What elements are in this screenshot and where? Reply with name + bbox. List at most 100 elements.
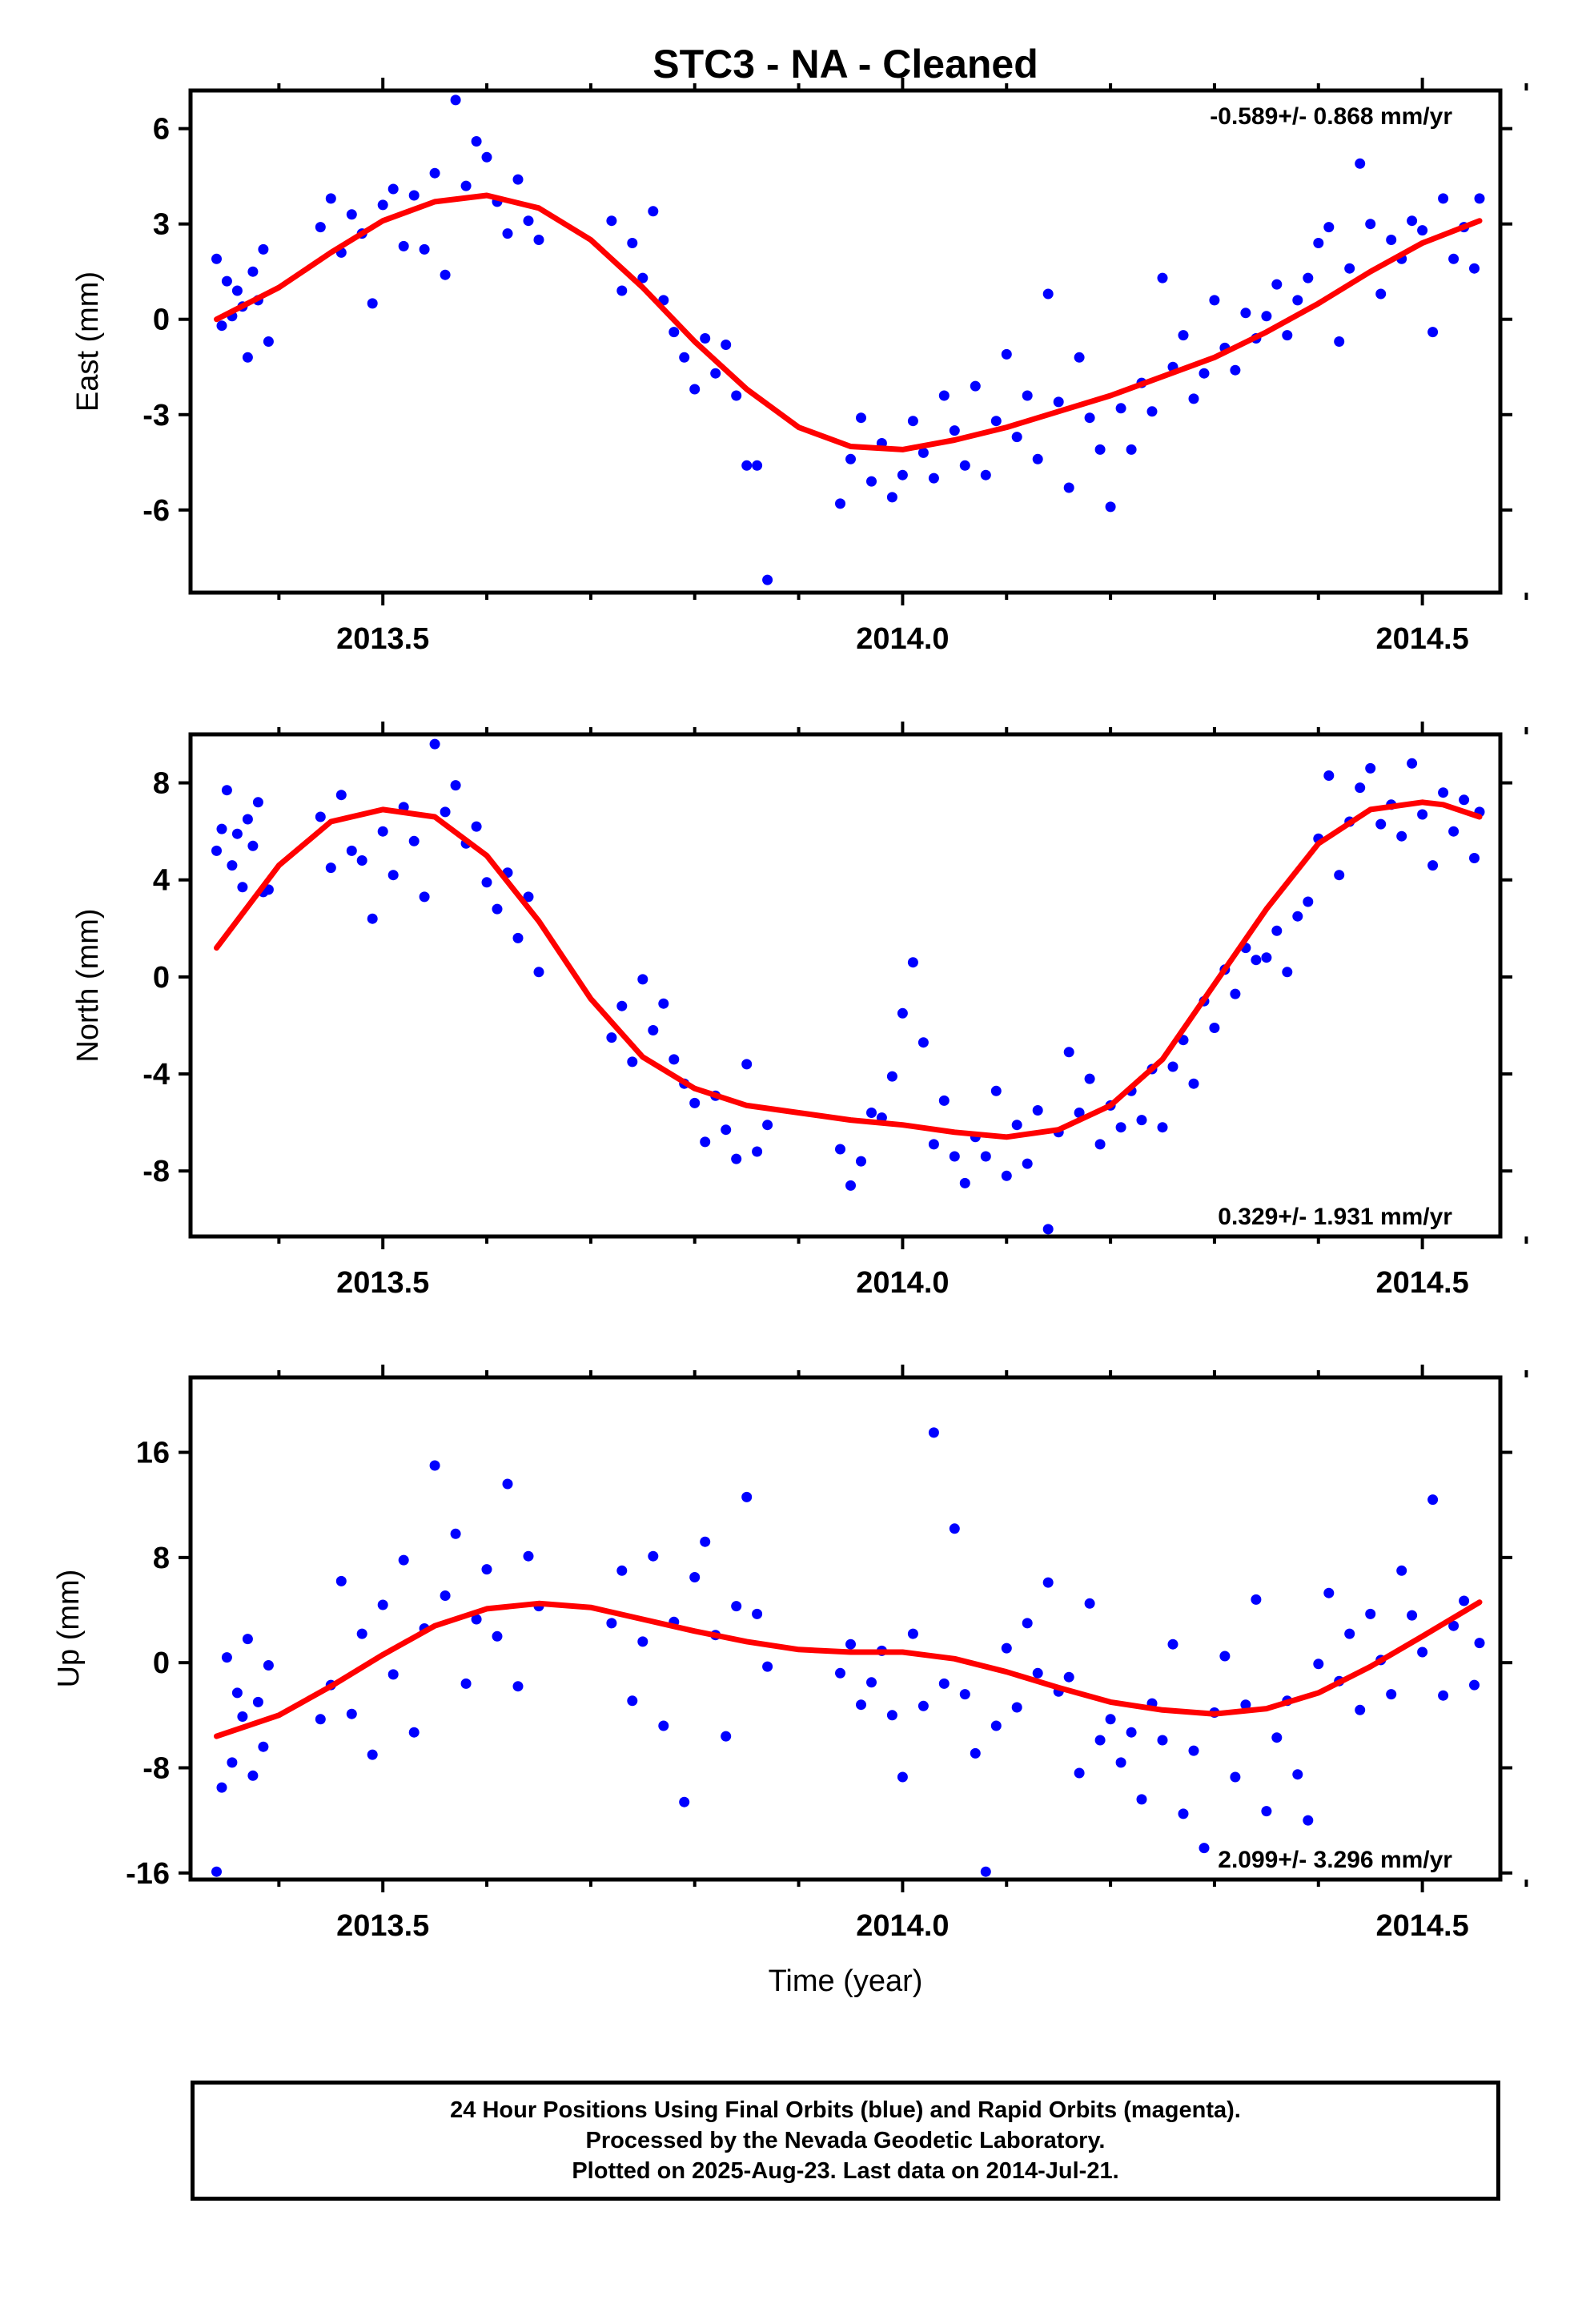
- data-point: [648, 206, 659, 217]
- data-point: [315, 222, 326, 233]
- x-axis-label: Time (year): [769, 1964, 923, 1998]
- rate-annotation-east: -0.589+/- 0.868 mm/yr: [1210, 103, 1452, 130]
- y-tick-label: 16: [136, 1437, 170, 1470]
- panel-up: -16 -8 0 8 16 2013.5 2014.0 2014.5 Up (mm) 2.099+…: [52, 1365, 1528, 1943]
- data-point: [387, 870, 399, 881]
- data-point: [1417, 225, 1428, 236]
- data-point: [689, 1572, 701, 1582]
- data-point: [866, 476, 877, 487]
- rate-annotation-up: 2.099+/- 3.296 mm/yr: [1218, 1847, 1452, 1873]
- data-point: [1167, 1638, 1178, 1650]
- data-point: [970, 1747, 981, 1759]
- data-point: [1094, 444, 1106, 455]
- y-tick-label: -3: [143, 399, 170, 432]
- data-point: [1292, 911, 1303, 922]
- data-point: [1417, 809, 1428, 820]
- data-point: [637, 272, 648, 283]
- x-tick-label: 2013.5: [336, 1909, 429, 1943]
- data-point: [648, 1550, 659, 1562]
- data-point: [845, 453, 856, 464]
- data-point: [242, 352, 253, 363]
- data-point: [263, 336, 274, 347]
- data-point: [367, 913, 378, 924]
- data-point: [700, 333, 711, 344]
- y-tick-label: 8: [153, 767, 170, 801]
- x-tick-label: 2014.5: [1376, 1909, 1469, 1943]
- fit-line-up: [214, 1599, 1483, 1739]
- data-point: [752, 1146, 763, 1157]
- data-point: [227, 860, 238, 871]
- data-point: [970, 380, 981, 392]
- data-point: [835, 498, 845, 509]
- data-point: [1157, 1122, 1168, 1133]
- data-point: [1240, 308, 1251, 319]
- data-point: [1126, 444, 1137, 455]
- data-point: [335, 790, 347, 801]
- data-point: [502, 228, 513, 239]
- chart-title: STC3 - NA - Cleaned: [652, 42, 1038, 86]
- data-point: [1115, 1122, 1126, 1133]
- data-point: [835, 1667, 845, 1679]
- data-point: [637, 1636, 648, 1647]
- data-point: [627, 1056, 638, 1068]
- rate-annotation-north: 0.329+/- 1.931 mm/yr: [1218, 1204, 1452, 1230]
- data-point: [1313, 238, 1324, 248]
- data-point: [346, 845, 357, 856]
- data-point: [247, 840, 259, 851]
- data-point: [1032, 453, 1043, 464]
- x-tick-label: 2014.5: [1376, 622, 1469, 656]
- data-point: [679, 1796, 690, 1807]
- data-point: [346, 1708, 357, 1719]
- data-point: [471, 821, 482, 832]
- data-point: [1375, 818, 1387, 830]
- data-point: [221, 785, 232, 796]
- data-point: [731, 1601, 742, 1612]
- data-point: [1417, 1647, 1428, 1658]
- data-point: [1188, 1078, 1199, 1089]
- data-point: [1209, 295, 1220, 306]
- data-point: [502, 1478, 513, 1490]
- data-point: [1105, 501, 1116, 513]
- data-point: [1032, 1667, 1043, 1679]
- footer-line-1: 24 Hour Positions Using Final Orbits (bl…: [450, 2097, 1241, 2123]
- data-point: [1094, 1735, 1106, 1746]
- data-point: [346, 209, 357, 220]
- data-point: [231, 1687, 243, 1699]
- points-north: [211, 738, 1485, 1235]
- data-point: [1355, 782, 1366, 794]
- data-point: [1407, 1610, 1418, 1621]
- data-point: [949, 1151, 960, 1162]
- data-point: [231, 828, 243, 839]
- data-point: [990, 1720, 1002, 1731]
- data-point: [1115, 1757, 1126, 1768]
- data-point: [762, 574, 773, 585]
- data-point: [1022, 1618, 1033, 1629]
- data-point: [627, 1695, 638, 1707]
- data-point: [1303, 1815, 1314, 1826]
- data-point: [216, 1782, 227, 1793]
- data-point: [710, 368, 721, 379]
- data-point: [1438, 193, 1449, 204]
- data-point: [1063, 1047, 1074, 1058]
- data-point: [1355, 158, 1366, 169]
- data-point: [959, 1689, 970, 1700]
- data-point: [1459, 794, 1470, 806]
- data-point: [1282, 967, 1293, 978]
- data-point: [1303, 896, 1314, 907]
- data-point: [1001, 1642, 1012, 1654]
- data-point: [1042, 288, 1054, 300]
- data-point: [1469, 1679, 1480, 1691]
- data-point: [679, 352, 690, 363]
- data-point: [1292, 295, 1303, 306]
- data-point: [866, 1677, 877, 1688]
- data-point: [1157, 1735, 1168, 1746]
- data-point: [450, 94, 461, 106]
- data-point: [959, 460, 970, 471]
- data-point: [1199, 368, 1210, 379]
- data-point: [658, 998, 669, 1009]
- data-point: [1365, 762, 1376, 774]
- data-point: [252, 1696, 263, 1707]
- data-point: [741, 460, 753, 471]
- data-point: [721, 340, 732, 350]
- data-point: [356, 855, 367, 866]
